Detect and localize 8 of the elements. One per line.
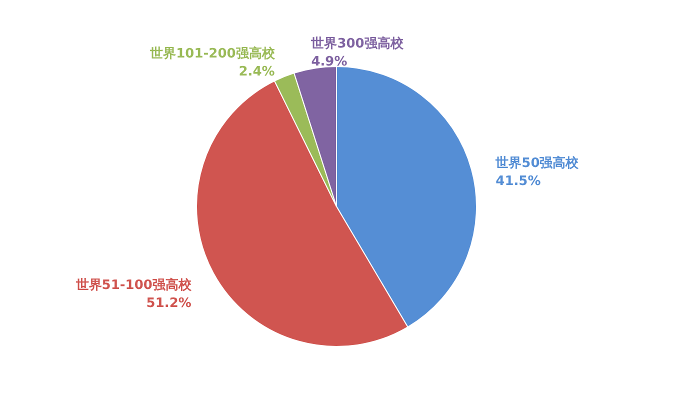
data-label: 2.4% <box>238 64 275 80</box>
data-label: 51.2% <box>146 296 192 312</box>
slice-label: 世界300强高校 <box>310 35 404 52</box>
data-label: 41.5% <box>496 174 541 189</box>
slice-label: 世界51-100强高校 <box>74 277 192 294</box>
slice-label: 世界101-200强高校 <box>149 45 276 62</box>
data-label: 4.9% <box>311 54 348 70</box>
slice-label: 世界50强高校 <box>494 154 580 171</box>
